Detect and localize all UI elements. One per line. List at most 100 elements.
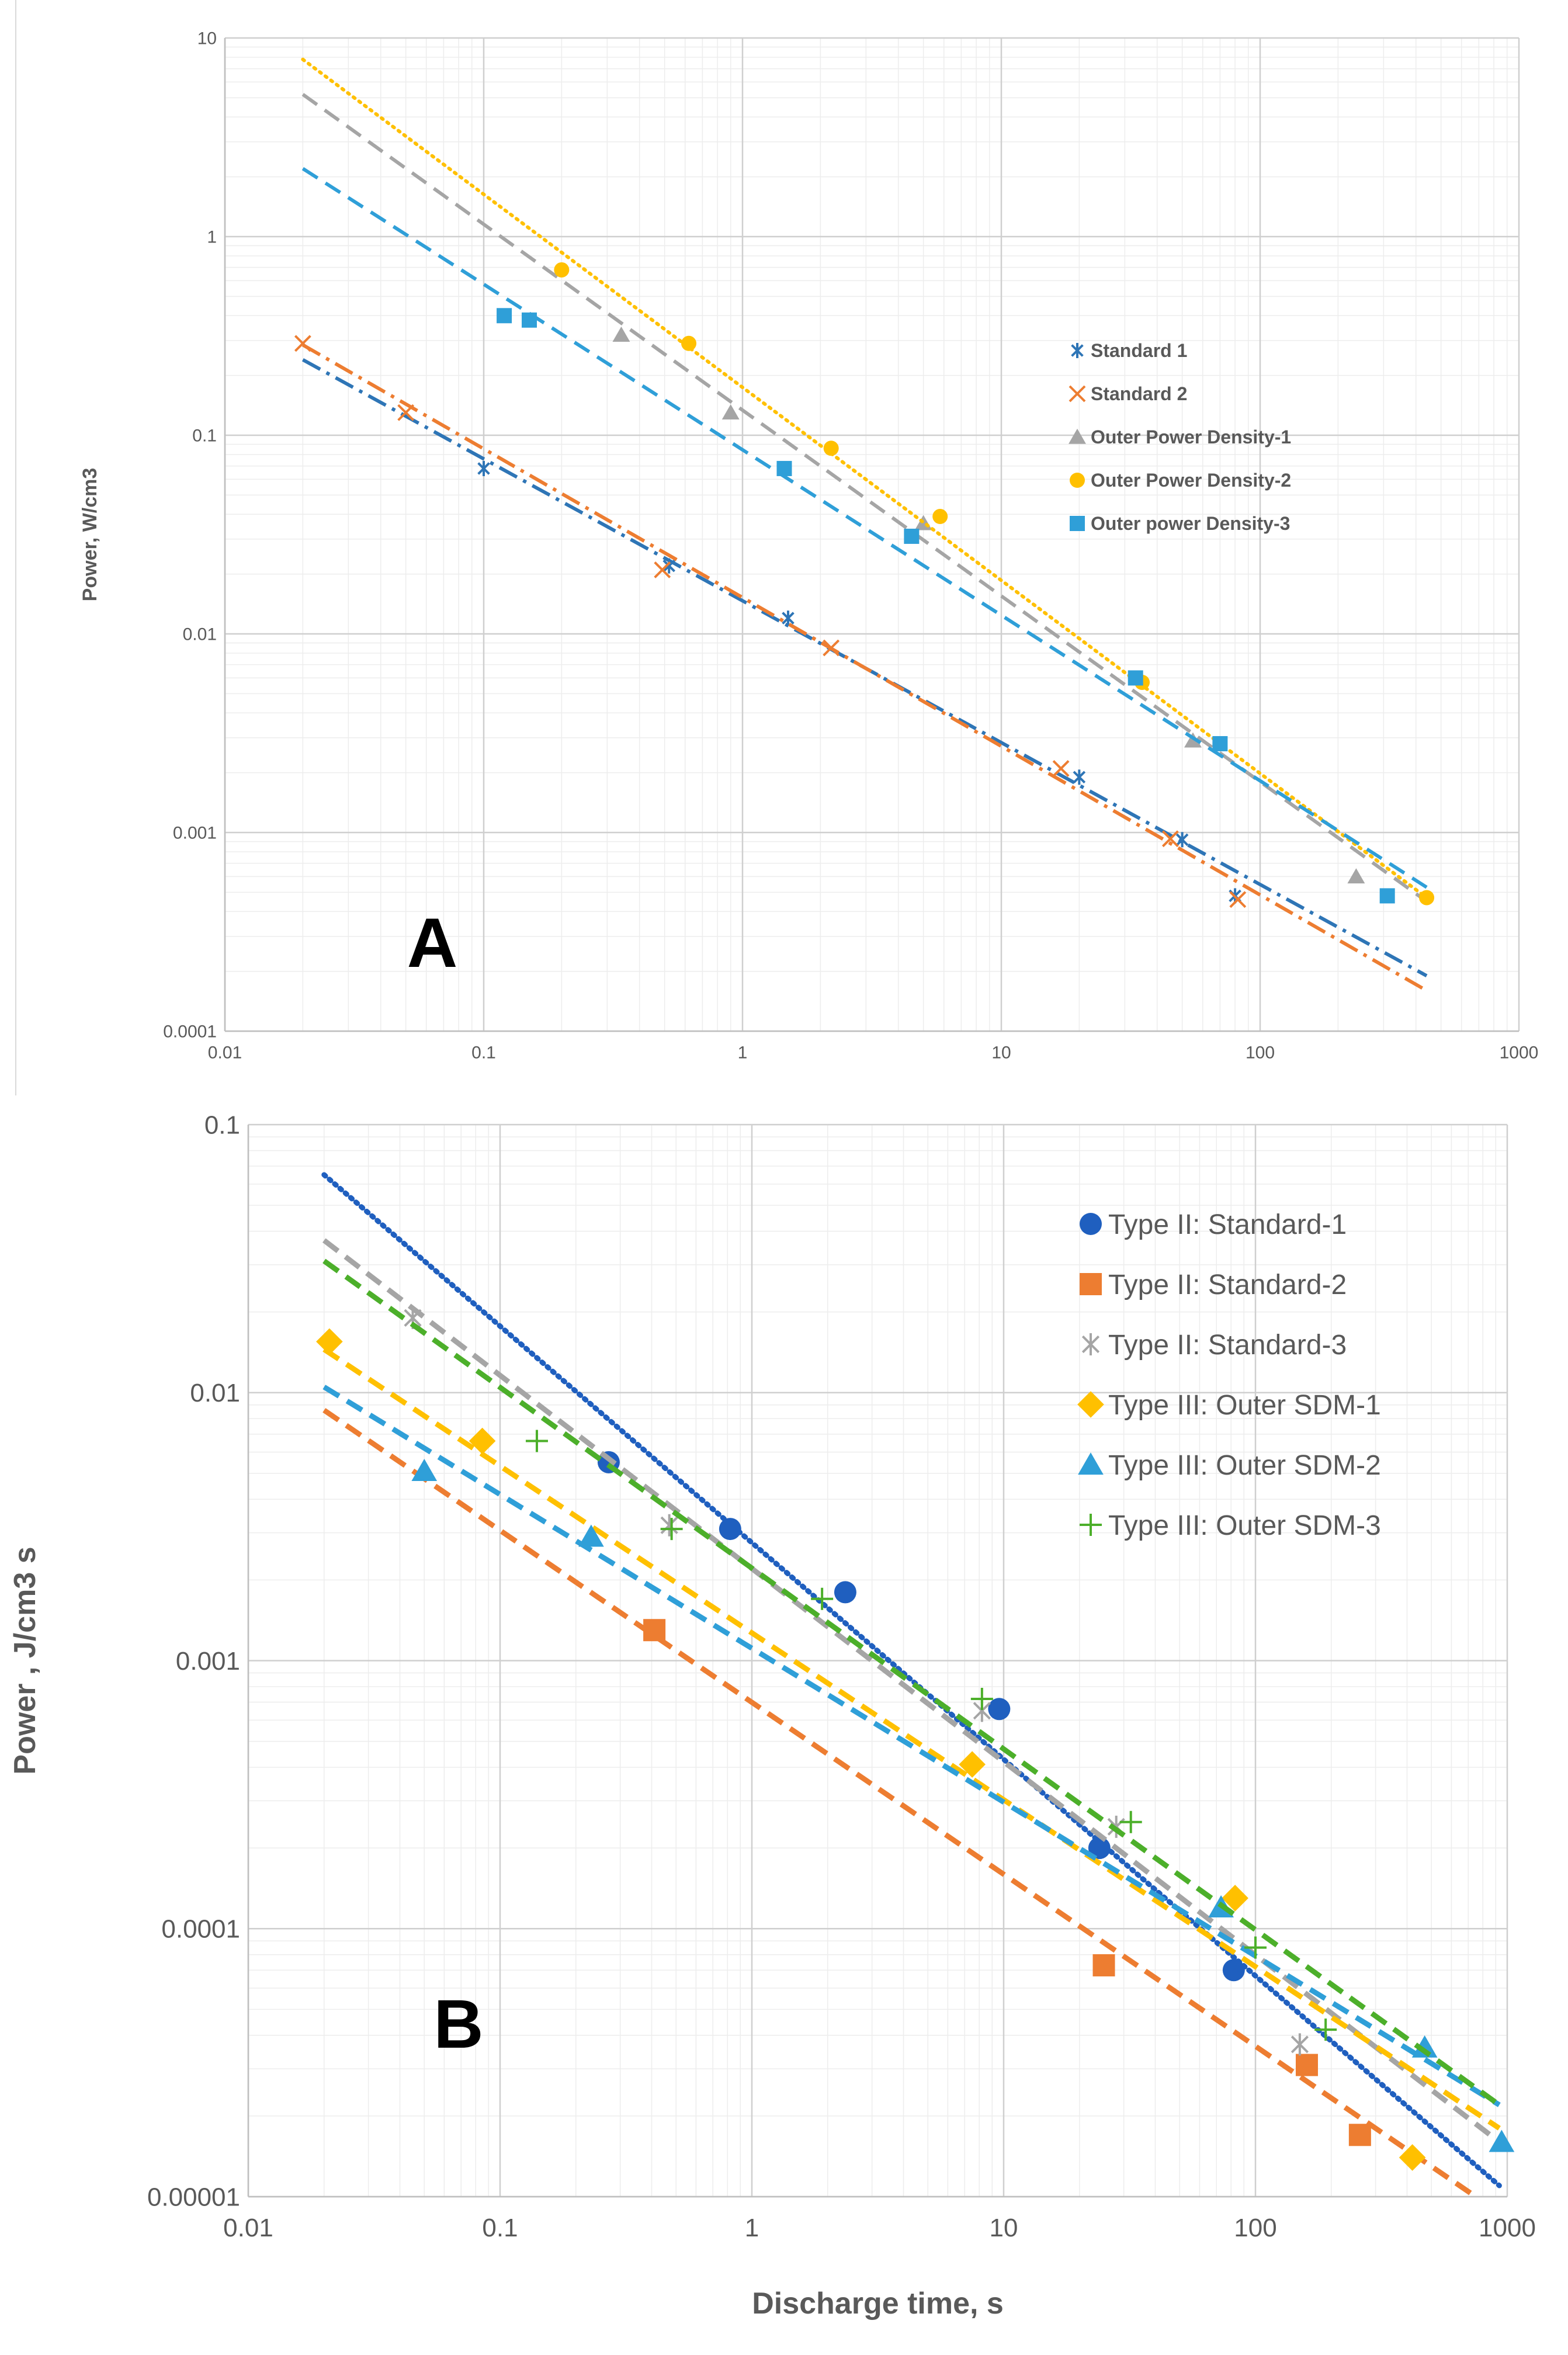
data-point [1222,1885,1248,1912]
data-point [1489,2129,1515,2152]
data-point [662,558,675,574]
y-tick-label: 10 [197,29,217,48]
y-tick-label: 0.01 [183,625,217,644]
data-point [1379,888,1395,904]
legend-marker [1069,428,1086,444]
data-point [643,1619,666,1642]
legend-marker [1069,385,1086,403]
data-point [1347,868,1365,884]
chart-panel-b: 0.01 0.1 1 10 100 1000 0.00001 0.0001 0.001 0.01 0… [8,1111,1536,2321]
x-tick-label: 1000 [1500,1043,1539,1063]
series-3 [301,93,1428,903]
data-point [294,335,311,352]
data-point [811,1587,834,1610]
y-tick-label: 0.1 [204,1111,240,1139]
data-point [721,404,740,419]
data-point [660,1518,683,1541]
data-point [477,460,490,476]
series-4 [316,1328,1501,2171]
y-tick-label: 1 [207,228,217,247]
data-point [1212,736,1228,751]
gridlines [224,37,1520,1032]
gridlines [247,1123,1508,2198]
data-point [1411,2035,1438,2058]
y-axis-title: Power, W/cm3 [79,468,101,602]
data-point [834,1581,856,1604]
legend-label: Outer Power Density-1 [1091,426,1291,448]
legend-marker [1081,1333,1100,1355]
data-point [469,1427,496,1455]
data-point [654,561,671,578]
data-point [1295,2054,1318,2076]
legend: Standard 1 Standard 2 Outer Power Density-… [1069,340,1291,534]
data-point [1175,832,1189,848]
x-tick-label: 10 [990,2214,1018,2242]
data-point [970,1687,993,1710]
data-point [1128,670,1143,686]
series-5 [301,167,1428,904]
x-tick-label: 10 [991,1043,1011,1063]
series-6 [322,1258,1501,2107]
data-point [1052,760,1070,777]
x-tick-label: 1 [738,1043,748,1063]
legend-marker [1080,1213,1102,1235]
legend: Type II: Standard-1 Type II: Standard-2 Ty… [1077,1209,1381,1541]
data-point [1229,891,1247,908]
data-point [578,1524,604,1547]
x-axis-title: Discharge time, s [752,2287,1004,2321]
trendline [322,1385,1501,2107]
chart-panel-a: 0.01 0.1 1 10 100 1000 0.0001 0.001 0.01 0.1 1 10 Po… [15,0,1539,1095]
data-point [1119,1811,1142,1833]
legend-marker [1078,1452,1104,1475]
trendline [301,57,1429,900]
legend-marker [1071,343,1084,358]
data-point [904,528,920,544]
data-point [1244,1936,1267,1959]
legend-label: Standard 1 [1091,340,1187,361]
panel-label: A [407,904,458,982]
data-point [1419,890,1435,906]
x-tick-label: 1000 [1479,2214,1536,2242]
legend-marker [1070,473,1085,488]
x-tick-label: 100 [1234,2214,1276,2242]
data-point [782,611,795,626]
x-tick-label: 0.1 [482,2214,518,2242]
y-tick-label: 0.0001 [161,1915,240,1944]
data-point [316,1328,343,1355]
data-point [1092,1954,1115,1976]
legend-label: Outer power Density-3 [1091,513,1290,534]
data-point [1073,769,1086,785]
data-point [776,460,792,476]
trendline [301,343,1428,993]
trendline [322,1238,1501,2144]
y-tick-label: 0.0001 [163,1022,217,1042]
data-point [1314,2018,1337,2041]
legend-marker [1080,1514,1102,1536]
data-point [681,335,697,351]
trendline [322,1408,1477,2197]
legend-label: Standard 2 [1091,383,1187,404]
data-point [497,308,512,324]
data-point [988,1698,1011,1721]
legend-marker [1070,516,1085,531]
data-point [612,326,630,342]
data-point [660,1514,678,1537]
panel-label: B [433,1986,483,2063]
data-point [554,262,570,278]
x-tick-label: 0.01 [223,2214,273,2242]
data-point [719,1518,741,1541]
series-2 [294,335,1428,993]
y-tick-label: 0.001 [173,824,217,843]
trendline [301,93,1428,903]
x-tick-label: 1 [745,2214,759,2242]
data-point [823,441,839,456]
data-point [932,509,948,525]
y-tick-label: 0.001 [176,1647,240,1676]
data-point [1161,830,1179,848]
legend-label: Type III: Outer SDM-2 [1108,1450,1381,1481]
trendline [321,1172,1502,2188]
data-point [411,1459,438,1482]
legend-marker [1080,1273,1102,1295]
legend-label: Type III: Outer SDM-1 [1108,1390,1381,1421]
data-point [1348,2124,1371,2146]
